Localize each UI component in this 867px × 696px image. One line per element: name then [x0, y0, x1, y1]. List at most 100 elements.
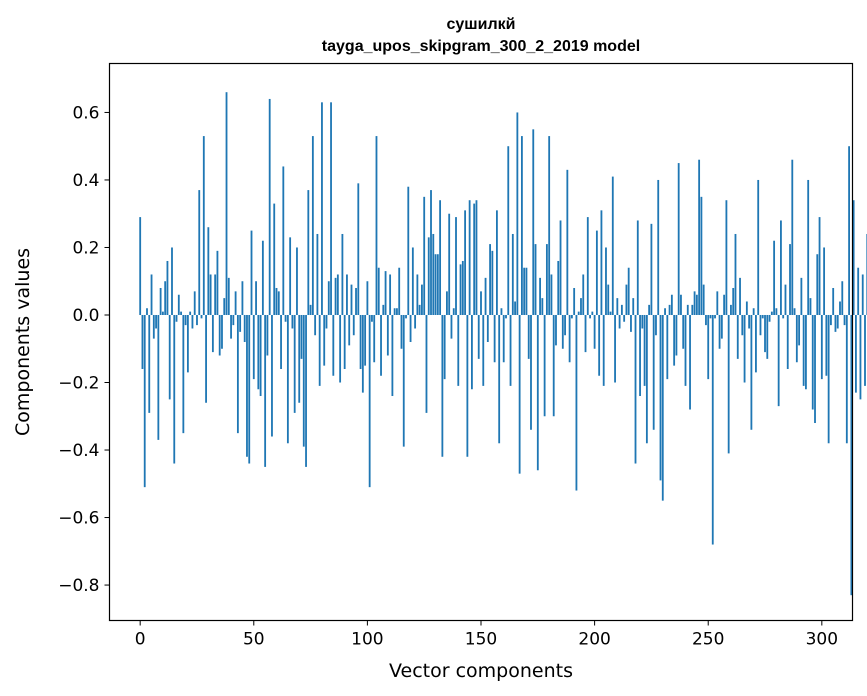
bar	[559, 220, 562, 315]
bar	[498, 314, 501, 444]
bar	[536, 314, 539, 471]
bar	[368, 314, 371, 488]
bar	[318, 314, 321, 386]
bar	[655, 314, 657, 336]
bar	[221, 314, 223, 349]
bar	[464, 210, 467, 315]
bar	[802, 314, 805, 386]
bar	[236, 314, 239, 434]
bar	[480, 291, 482, 315]
bar	[632, 298, 635, 315]
bar	[232, 314, 235, 326]
bar	[766, 314, 769, 359]
bar	[396, 308, 398, 315]
bar	[250, 230, 253, 315]
bar	[191, 314, 194, 329]
bar	[575, 314, 578, 491]
bar	[770, 311, 773, 315]
bar	[148, 314, 151, 413]
bar	[355, 287, 357, 315]
bar	[555, 314, 557, 346]
bar	[627, 267, 630, 315]
bar	[570, 314, 573, 319]
bar	[780, 220, 782, 315]
bar	[711, 314, 714, 545]
bar	[764, 314, 766, 353]
bar	[727, 314, 730, 454]
bar	[616, 298, 619, 315]
bar	[466, 314, 469, 457]
bar	[159, 287, 162, 315]
bar	[709, 314, 712, 319]
bar	[218, 314, 221, 356]
bar	[775, 308, 778, 315]
bar	[455, 217, 457, 315]
bar	[643, 314, 646, 386]
bar	[818, 217, 821, 315]
bar	[286, 314, 289, 444]
y-tick-label: −0.2	[58, 374, 99, 394]
bar	[325, 314, 328, 329]
bar	[323, 314, 326, 366]
bar	[393, 308, 396, 315]
bar	[166, 260, 169, 315]
bar	[448, 213, 451, 315]
x-tick-label: 100	[351, 630, 383, 650]
x-tick-label: 250	[692, 630, 724, 650]
bar	[164, 281, 167, 315]
bar	[257, 314, 260, 390]
bar	[689, 314, 691, 410]
bar	[707, 314, 710, 380]
bar	[652, 314, 655, 430]
bar	[736, 314, 739, 359]
bar	[539, 277, 541, 315]
bar	[600, 210, 603, 315]
bar	[661, 314, 664, 501]
bar	[443, 314, 446, 380]
y-tick-label: −0.6	[58, 509, 99, 529]
bar	[186, 314, 189, 373]
bar	[157, 314, 160, 440]
bar	[589, 314, 591, 319]
bar	[180, 311, 182, 315]
bar	[625, 284, 628, 315]
bar	[264, 314, 267, 467]
bar	[718, 314, 721, 349]
bar	[670, 294, 673, 315]
y-axis-label: Components values	[12, 248, 34, 436]
bar	[205, 314, 207, 403]
bar	[584, 314, 587, 353]
bar	[795, 314, 798, 363]
bar	[530, 314, 532, 430]
bar	[543, 314, 546, 417]
bar	[339, 314, 342, 383]
bar	[752, 308, 755, 315]
bar	[357, 183, 360, 315]
bar	[430, 190, 432, 315]
bar	[525, 267, 528, 315]
bar	[698, 159, 701, 315]
bar	[391, 314, 394, 397]
bar	[580, 298, 582, 315]
bar	[175, 314, 178, 322]
bar	[366, 281, 369, 315]
bar	[311, 136, 314, 315]
bar	[645, 314, 648, 444]
bar	[859, 314, 862, 400]
bar	[441, 314, 444, 457]
bar	[809, 298, 812, 315]
bar	[534, 244, 537, 315]
bar	[582, 274, 585, 315]
bar	[359, 314, 362, 369]
bar	[516, 112, 519, 315]
bar	[255, 281, 257, 315]
bar	[234, 291, 237, 315]
bar	[200, 314, 203, 319]
bar	[605, 247, 607, 315]
bar	[609, 311, 612, 315]
bar	[723, 294, 726, 315]
bar	[682, 314, 685, 349]
bar	[500, 308, 503, 315]
bar	[373, 314, 376, 363]
